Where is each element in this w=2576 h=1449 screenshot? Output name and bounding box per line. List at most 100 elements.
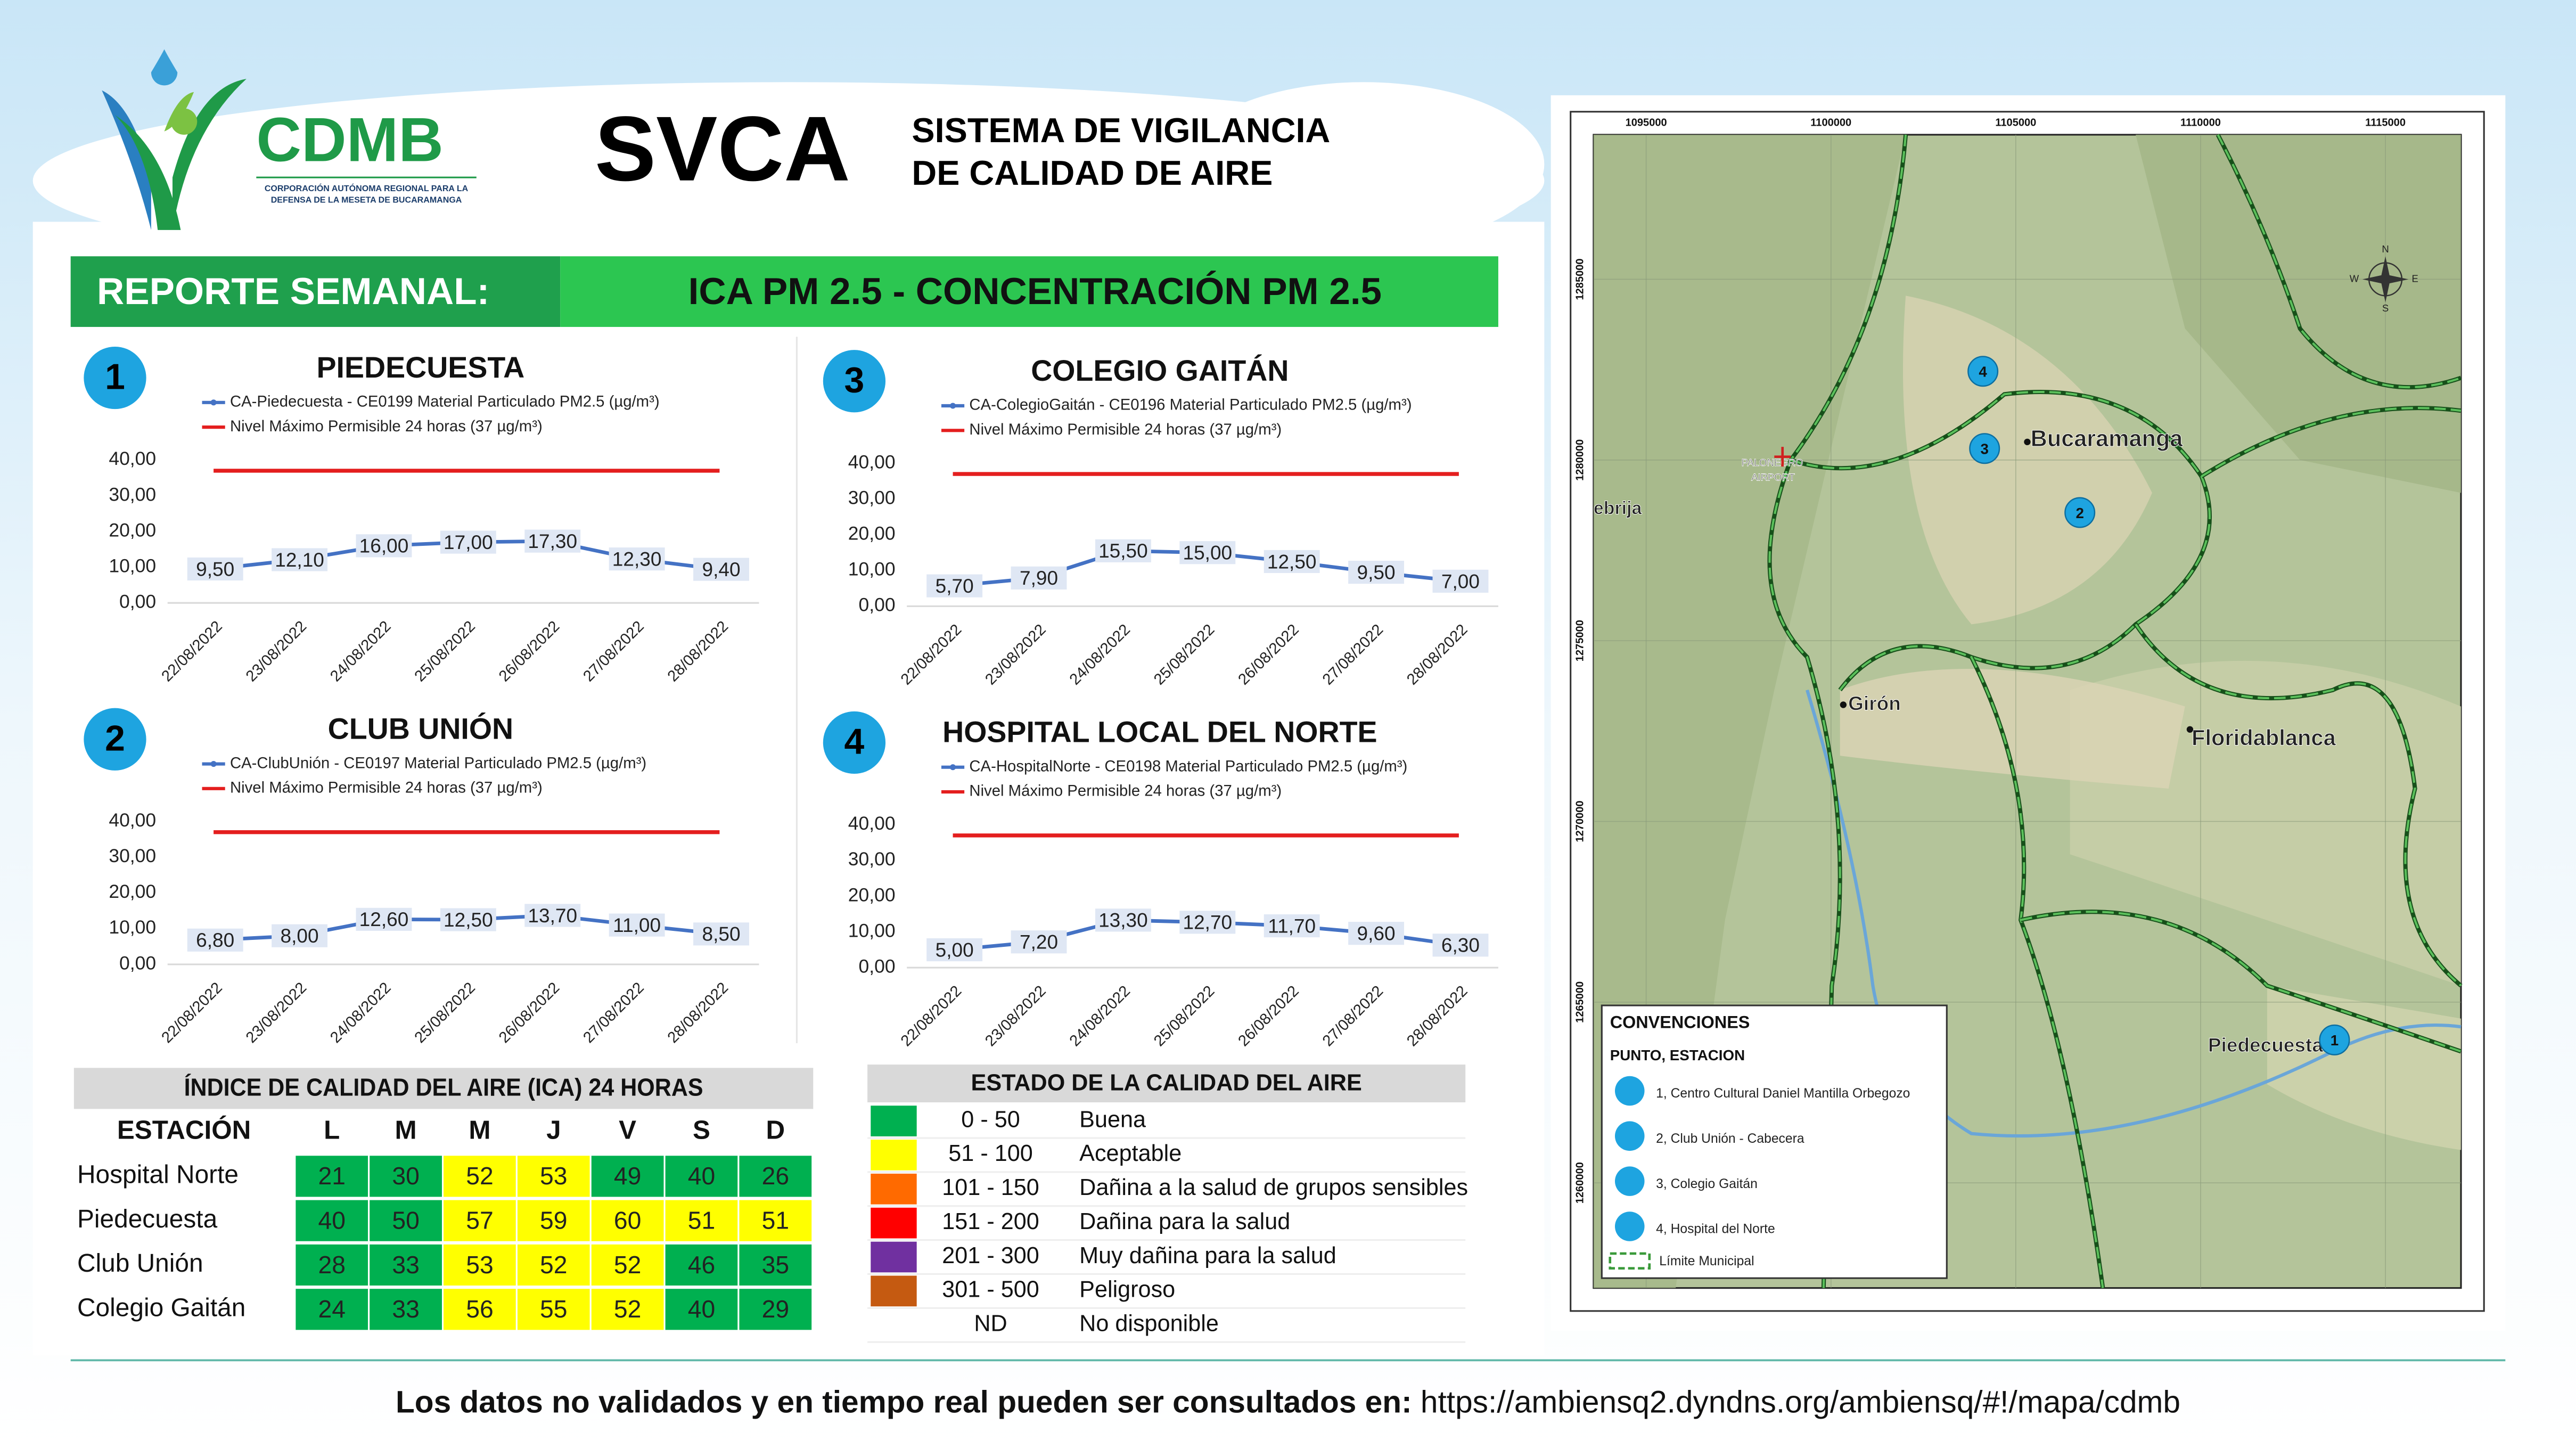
legend-color	[871, 1106, 917, 1136]
data-label: 6,80	[196, 929, 234, 951]
legend-label: CA-HospitalNorte - CE0198 Material Parti…	[969, 757, 1407, 775]
data-label-bg	[609, 547, 665, 571]
data-label-bg	[1179, 541, 1236, 564]
y-tick-label: 0,00	[859, 594, 896, 616]
y-tick-label: 40,00	[848, 813, 896, 834]
banner-label: REPORTE SEMANAL:	[97, 271, 489, 313]
ica-cell	[368, 1287, 444, 1332]
ica-value: 26	[762, 1162, 789, 1190]
place-dot	[1840, 701, 1847, 708]
data-label: 12,60	[359, 908, 409, 930]
report-title: SVCA	[595, 97, 850, 200]
legend-label: No disponible	[1079, 1311, 1219, 1336]
data-label-bg	[356, 907, 412, 931]
table-title: ÍNDICE DE CALIDAD DEL AIRE (ICA) 24 HORA…	[184, 1074, 703, 1101]
data-label-bg	[1011, 566, 1067, 590]
legend-range: 51 - 100	[948, 1141, 1032, 1166]
ica-value: 33	[392, 1251, 419, 1279]
map-place: Bucaramanga	[2031, 426, 2184, 452]
cloud	[1183, 82, 1545, 247]
logo	[102, 49, 247, 230]
chart-number: 2	[105, 718, 125, 758]
legend-label: Buena	[1079, 1107, 1146, 1132]
data-label-bg	[609, 913, 665, 937]
legend-range: 101 - 150	[942, 1175, 1039, 1200]
data-label: 13,30	[1098, 909, 1148, 931]
ica-cell	[294, 1242, 370, 1288]
map-y-tick: 1260000	[1574, 1162, 1586, 1204]
table-header: M	[395, 1116, 417, 1145]
ica-value: 59	[540, 1206, 567, 1234]
table-header: L	[324, 1116, 340, 1145]
station-label: 2	[2075, 505, 2083, 521]
ica-cell	[737, 1154, 814, 1199]
ica-value: 21	[318, 1162, 346, 1190]
data-label-bg	[1432, 569, 1489, 593]
data-label-bg	[187, 928, 243, 952]
table-header: S	[693, 1116, 710, 1145]
data-label-bg	[1095, 908, 1151, 932]
chart-badge	[84, 708, 146, 771]
data-label-bg	[187, 557, 243, 581]
station-marker	[2064, 497, 2096, 528]
compass-label: S	[2382, 302, 2389, 314]
data-label-bg	[440, 530, 496, 554]
table-header: ESTACIÓN	[117, 1115, 251, 1145]
map-x-tick: 1115000	[2365, 117, 2406, 129]
data-label: 9,50	[1357, 561, 1396, 584]
legend-label: Muy dañina para la salud	[1079, 1243, 1336, 1268]
map-legend-item: 1, Centro Cultural Daniel Mantilla Orbeg…	[1656, 1086, 1910, 1101]
municipal-boundary	[1790, 391, 2211, 691]
data-label: 11,70	[1268, 914, 1316, 937]
banner-title: ICA PM 2.5 - CONCENTRACIÓN PM 2.5	[688, 271, 1382, 313]
org-subtitle: CORPORACIÓN AUTÓNOMA REGIONAL PARA LA	[265, 183, 469, 193]
compass-rose	[2362, 256, 2409, 302]
data-label: 9,40	[702, 558, 740, 580]
map-legend-item: 3, Colegio Gaitán	[1656, 1177, 1758, 1191]
y-tick-label: 0,00	[119, 952, 156, 973]
legend-label: Nivel Máximo Permisible 24 horas (37 µg/…	[230, 779, 543, 797]
map-legend-marker	[1615, 1076, 1645, 1106]
ica-value: 51	[688, 1206, 715, 1234]
ica-cell	[368, 1154, 444, 1199]
map-legend-item: Límite Municipal	[1659, 1254, 1754, 1268]
station-name: Hospital Norte	[77, 1161, 239, 1189]
municipal-boundary	[2135, 624, 2462, 987]
station-label: 1	[2331, 1032, 2339, 1049]
y-tick-label: 40,00	[109, 448, 156, 469]
ica-value: 52	[614, 1251, 641, 1279]
legend-label: Nivel Máximo Permisible 24 horas (37 µg/…	[969, 782, 1282, 800]
station-name: Piedecuesta	[77, 1205, 218, 1233]
legend-color	[871, 1275, 917, 1307]
ica-value: 53	[540, 1162, 567, 1190]
data-label: 12,30	[612, 548, 662, 570]
legend-label: Aceptable	[1079, 1141, 1182, 1166]
y-tick-label: 20,00	[109, 519, 156, 541]
y-tick-label: 20,00	[848, 884, 896, 905]
map-legend-item: 4, Hospital del Norte	[1656, 1222, 1775, 1237]
map-y-tick: 1275000	[1574, 620, 1586, 661]
footer-text: Los datos no validados y en tiempo real …	[396, 1385, 1412, 1420]
map-legend-item: 2, Club Unión - Cabecera	[1656, 1132, 1804, 1146]
ica-value: 52	[466, 1162, 493, 1190]
data-label-bg	[1095, 539, 1151, 562]
legend-marker	[210, 399, 217, 406]
legend-marker	[210, 760, 217, 767]
legend-label: Peligroso	[1079, 1277, 1175, 1303]
chart-number: 1	[105, 357, 125, 397]
table-header: J	[546, 1116, 561, 1145]
y-tick-label: 30,00	[848, 848, 896, 870]
data-label-bg	[1179, 911, 1236, 934]
legend-title-bg	[867, 1065, 1466, 1103]
data-label-bg	[272, 548, 328, 571]
map-y-tick: 1285000	[1574, 258, 1586, 300]
map-border	[1570, 111, 2485, 1312]
data-label-bg	[1432, 934, 1489, 957]
map-place: AIRPORT	[1751, 472, 1795, 483]
legend-color	[871, 1241, 917, 1273]
data-label: 8,00	[281, 924, 319, 947]
legend-range: ND	[974, 1311, 1007, 1336]
y-tick-label: 10,00	[109, 555, 156, 576]
ica-cell	[294, 1198, 370, 1243]
data-label: 12,10	[275, 549, 324, 571]
